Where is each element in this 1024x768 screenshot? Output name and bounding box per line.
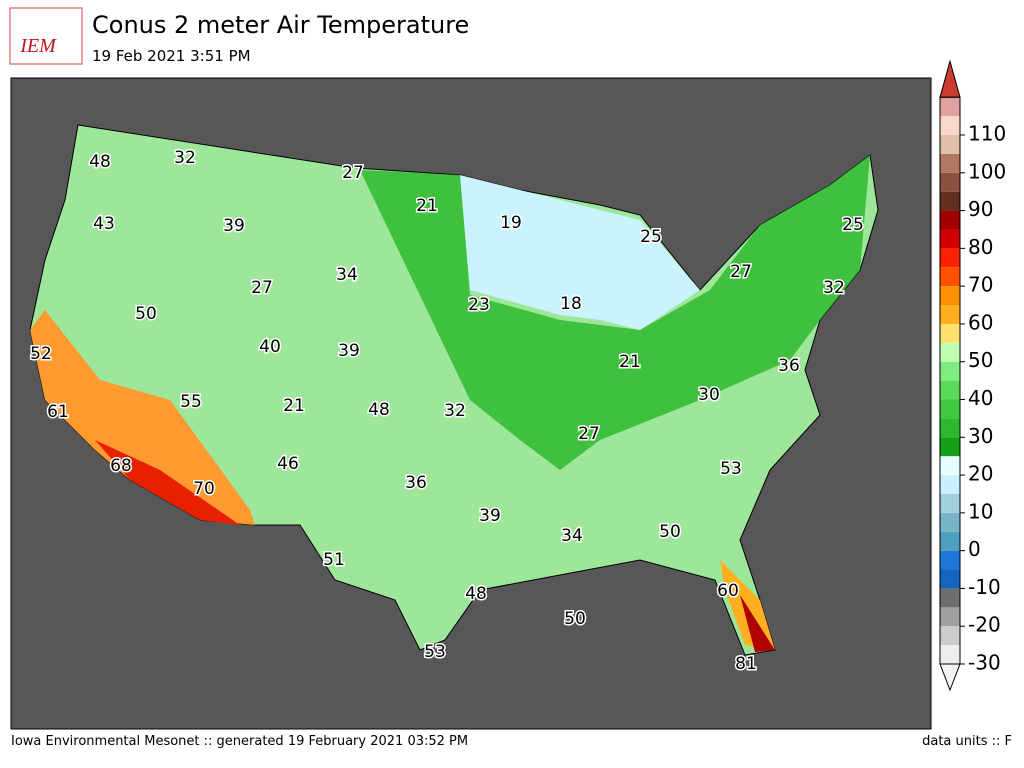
logo-box (9, 7, 83, 65)
temperature-label: 51 (323, 550, 345, 570)
color-band (940, 172, 960, 192)
temperature-label: 25 (842, 215, 864, 235)
temperature-label: 50 (659, 522, 681, 542)
temperature-label: 23 (468, 295, 490, 315)
color-band (940, 153, 960, 173)
temperature-label: 34 (336, 265, 358, 285)
color-band (940, 380, 960, 400)
temperature-label: 48 (368, 400, 390, 420)
tick-label: 20 (968, 462, 993, 486)
color-band (940, 286, 960, 306)
temperature-label: 34 (561, 526, 583, 546)
color-band (940, 323, 960, 343)
color-band (940, 248, 960, 268)
temperature-label: 32 (444, 401, 466, 421)
color-band (940, 607, 960, 627)
tick-label: 90 (968, 197, 993, 221)
tick-label: 110 (968, 122, 1006, 146)
temperature-label: 27 (251, 278, 273, 298)
tick-label: 10 (968, 499, 993, 523)
tick-label: 80 (968, 235, 993, 259)
color-band (940, 361, 960, 381)
temperature-label: 32 (823, 278, 845, 298)
temperature-label: 50 (135, 304, 157, 324)
color-band (940, 531, 960, 551)
tick-label: 40 (968, 386, 993, 410)
subtitle: 19 Feb 2021 3:51 PM (92, 47, 251, 65)
color-band (940, 399, 960, 419)
color-band (940, 342, 960, 362)
color-band (940, 437, 960, 457)
color-band (940, 588, 960, 608)
colorbar: -30 -20 -10 0 10 20 30 40 50 60 70 80 90 100 110 (939, 59, 1006, 692)
temperature-label: 32 (174, 148, 196, 168)
temperature-label: 60 (717, 581, 739, 601)
color-band (940, 191, 960, 211)
tick-label: 30 (968, 424, 993, 448)
color-band (940, 550, 960, 570)
temperature-label: 30 (698, 385, 720, 405)
color-band (940, 475, 960, 494)
temperature-label: 27 (730, 262, 752, 282)
colorbar-arrow-top (939, 59, 961, 98)
footer-right: data units :: F (922, 734, 1012, 749)
temperature-label: 21 (416, 196, 438, 216)
color-band (940, 229, 960, 249)
temperature-label: 36 (405, 473, 427, 493)
tick-label: 0 (968, 537, 981, 561)
color-band (940, 135, 960, 154)
color-band (940, 626, 960, 646)
temperature-label: 53 (424, 642, 446, 662)
temperature-label: 25 (640, 227, 662, 247)
temperature-label: 68 (110, 456, 132, 476)
temperature-label: 27 (342, 163, 364, 183)
temperature-label: 55 (180, 392, 202, 412)
temperature-label: 39 (338, 341, 360, 361)
colorbar-outline (939, 96, 961, 665)
color-band (940, 305, 960, 324)
colorbar-arrow-bottom (939, 663, 961, 692)
temperature-label: 48 (465, 584, 487, 604)
temperature-label: 18 (560, 294, 582, 314)
footer-left: Iowa Environmental Mesonet :: generated … (11, 734, 468, 749)
tick-label: -30 (968, 651, 1001, 675)
tick-label: 60 (968, 310, 993, 334)
title: Conus 2 meter Air Temperature (92, 11, 469, 39)
temperature-label: 46 (277, 454, 299, 474)
temperature-label: 43 (93, 214, 115, 234)
tick-label: -20 (968, 613, 1001, 637)
logo: IEM (19, 35, 57, 57)
temperature-label: 52 (30, 344, 52, 364)
tick-label: 50 (968, 348, 993, 372)
temperature-label: 48 (89, 152, 111, 172)
color-band (940, 267, 960, 287)
color-band (940, 210, 960, 230)
temperature-label: 39 (223, 216, 245, 236)
temperature-label: 21 (619, 352, 641, 372)
tick-label: -10 (968, 575, 1001, 599)
color-band (940, 569, 960, 589)
temperature-label: 27 (578, 424, 600, 444)
color-band (940, 456, 960, 476)
color-band (940, 418, 960, 438)
land (29, 124, 879, 656)
temperature-label: 36 (778, 356, 800, 376)
color-band (940, 116, 960, 135)
temperature-label: 40 (259, 337, 281, 357)
temperature-label: 19 (500, 213, 522, 233)
tick-label: 100 (968, 159, 1006, 183)
temperature-label: 50 (564, 609, 586, 629)
temperature-label: 21 (283, 396, 305, 416)
color-band (940, 97, 960, 117)
tick-label: 70 (968, 273, 993, 297)
temperature-label: 53 (720, 459, 742, 479)
color-band (940, 645, 960, 664)
color-band (940, 512, 960, 532)
color-band (940, 493, 960, 513)
temperature-label: 81 (735, 654, 757, 674)
temperature-label: 39 (479, 506, 501, 526)
temperature-label: 61 (47, 402, 69, 422)
temperature-label: 70 (193, 479, 215, 499)
